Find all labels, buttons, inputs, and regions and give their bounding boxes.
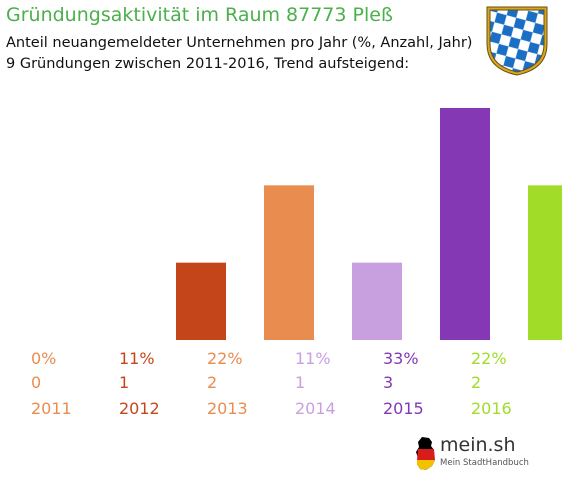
page-title: Gründungsaktivität im Raum 87773 Pleß xyxy=(6,4,393,26)
percent-label-2013: 22% xyxy=(207,349,243,368)
year-tick-label-2016: 2016 xyxy=(471,399,512,418)
logo-tagline: Mein StadtHandbuch xyxy=(440,458,529,468)
bar-2013 xyxy=(264,185,314,340)
year-tick-label-2011: 2011 xyxy=(31,399,72,418)
logo-name: mein.sh xyxy=(440,434,516,456)
percent-label-2011: 0% xyxy=(31,349,56,368)
count-label-2012: 1 xyxy=(119,373,129,392)
bar-2012 xyxy=(176,262,226,340)
bavarian-lozenge-crest-icon xyxy=(486,6,548,76)
count-label-2014: 1 xyxy=(295,373,305,392)
year-tick-label-2012: 2012 xyxy=(119,399,160,418)
logo: mein.sh Mein StadtHandbuch xyxy=(410,432,540,476)
bar-2014 xyxy=(352,262,402,340)
percent-label-2016: 22% xyxy=(471,349,507,368)
percent-label-2015: 33% xyxy=(383,349,419,368)
count-label-2016: 2 xyxy=(471,373,481,392)
year-tick-label-2015: 2015 xyxy=(383,399,424,418)
year-tick-label-2013: 2013 xyxy=(207,399,248,418)
bar-2015 xyxy=(440,108,490,340)
chart-subtitle-line1: Anteil neuangemeldeter Unternehmen pro J… xyxy=(6,35,473,51)
bar-2016 xyxy=(528,185,562,340)
count-label-2011: 0 xyxy=(31,373,41,392)
count-label-2015: 3 xyxy=(383,373,393,392)
percent-label-2012: 11% xyxy=(119,349,155,368)
chart-subtitle-line2: 9 Gründungen zwischen 2011-2016, Trend a… xyxy=(6,56,410,72)
percent-label-2014: 11% xyxy=(295,349,331,368)
germany-map-icon xyxy=(416,437,435,470)
year-tick-label-2014: 2014 xyxy=(295,399,336,418)
count-label-2013: 2 xyxy=(207,373,217,392)
